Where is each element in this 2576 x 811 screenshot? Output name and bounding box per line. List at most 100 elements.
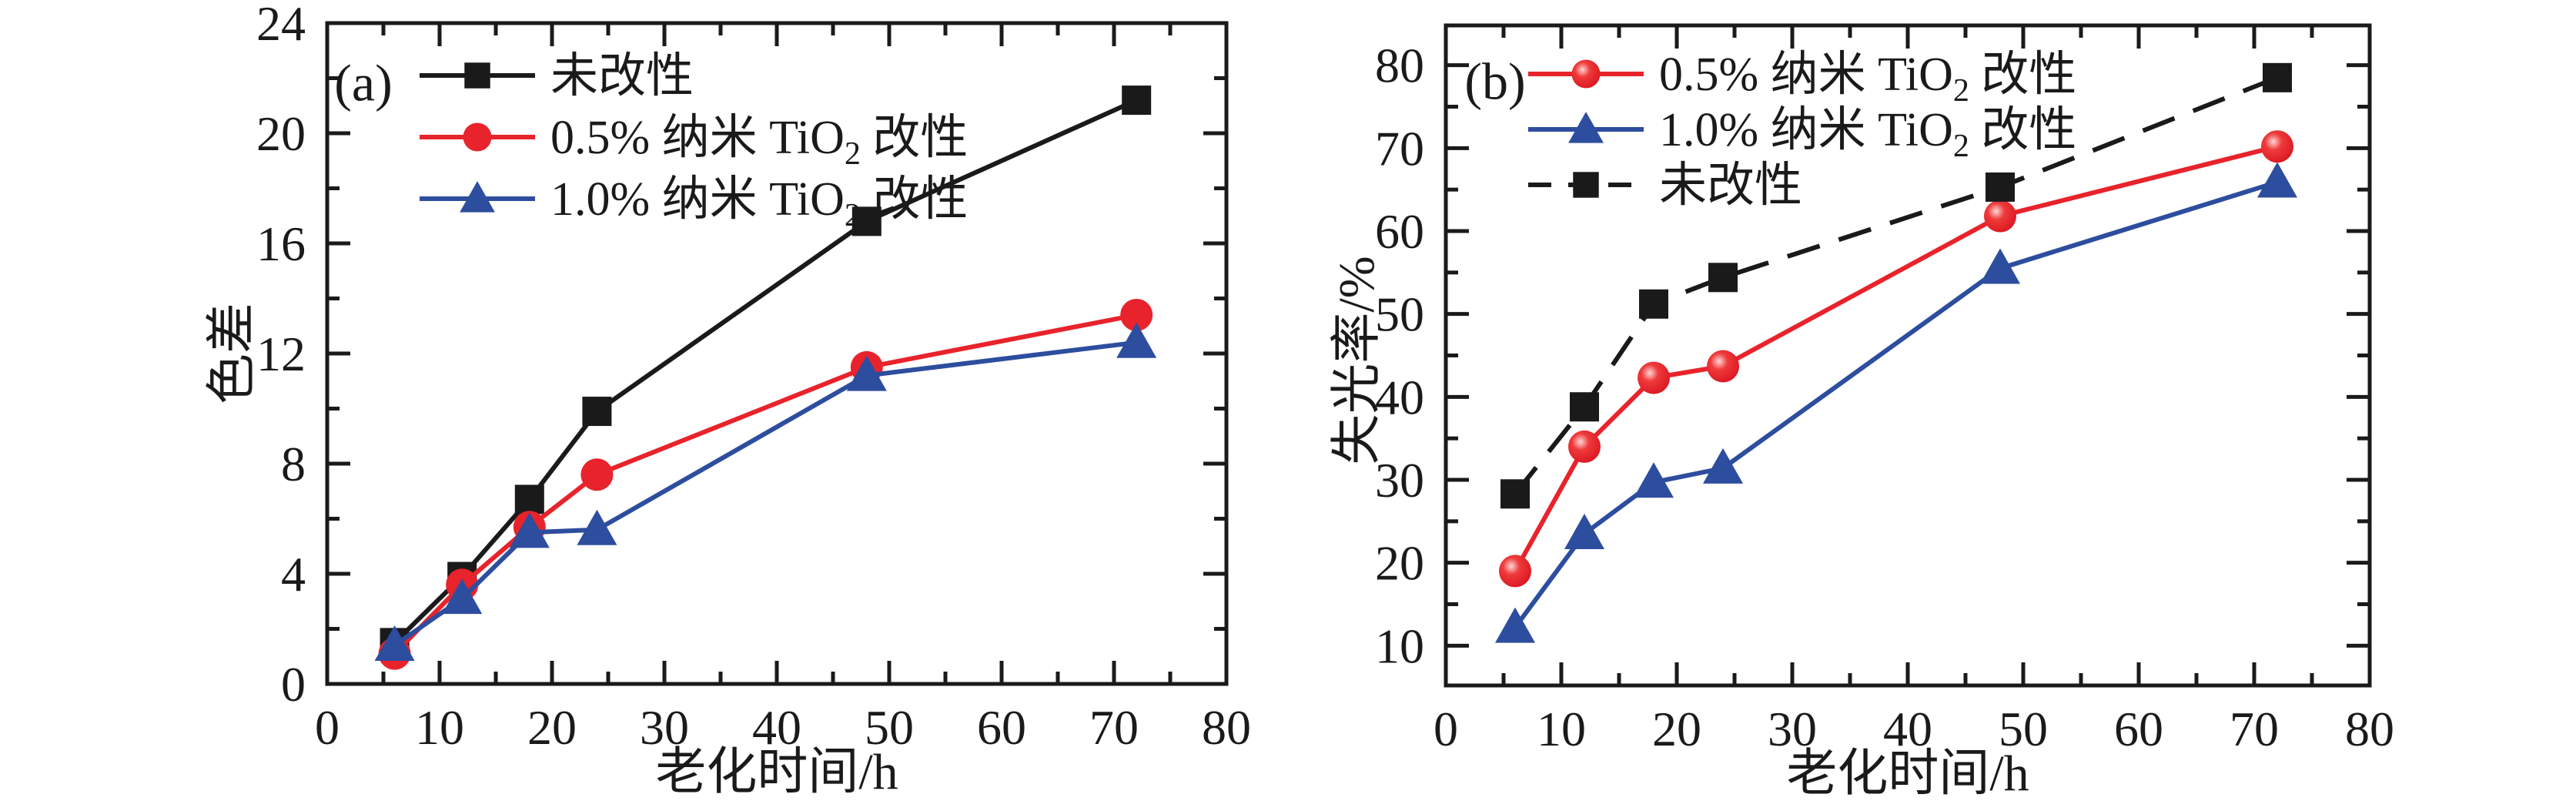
square-marker bbox=[1639, 289, 1668, 319]
triangle-marker bbox=[442, 578, 483, 615]
circle-marker bbox=[463, 122, 492, 152]
legend-label: 1.0% 纳米 TiO2 改性 bbox=[1659, 104, 2076, 164]
y-tick-label: 60 bbox=[1375, 204, 1424, 259]
triangle-marker bbox=[1634, 462, 1674, 498]
x-axis-title-b: 老化时间/h bbox=[1786, 746, 2029, 802]
legend-label: 1.0% 纳米 TiO2 改性 bbox=[550, 173, 968, 233]
circle-marker bbox=[1120, 298, 1153, 331]
triangle-marker bbox=[1116, 322, 1157, 358]
y-tick-label: 40 bbox=[1375, 370, 1424, 424]
square-marker bbox=[1122, 85, 1152, 116]
y-tick-label: 70 bbox=[1375, 121, 1424, 176]
series-line bbox=[393, 313, 1137, 655]
x-tick-label: 80 bbox=[1202, 700, 1251, 755]
triangle-marker bbox=[374, 625, 415, 661]
y-tick-label: 12 bbox=[256, 327, 306, 381]
y-tick-label: 4 bbox=[281, 547, 306, 602]
circle-marker bbox=[2261, 130, 2293, 163]
x-tick-label: 50 bbox=[1999, 702, 2048, 756]
x-tick-label: 80 bbox=[2345, 702, 2394, 756]
series-b-1 bbox=[1495, 162, 2297, 643]
circle-marker bbox=[1571, 59, 1601, 89]
circle-marker bbox=[1638, 361, 1670, 394]
legend-item-a-1: 0.5% 纳米 TiO2 改性 bbox=[420, 112, 968, 172]
legend-item-b-0: 0.5% 纳米 TiO2 改性 bbox=[1528, 49, 2076, 109]
series-line bbox=[393, 340, 1137, 648]
square-marker bbox=[2263, 62, 2292, 92]
x-tick-label: 50 bbox=[865, 700, 914, 755]
x-tick-label: 30 bbox=[1768, 702, 1817, 756]
chart-a: 0 10 20 30 40 50 60 70 80 0 4 8 12 16 20 24 未改性 0.5% 纳米 T… bbox=[256, 0, 1251, 755]
y-axis-title-a: 色差 bbox=[204, 303, 260, 404]
x-tick-label: 60 bbox=[2114, 702, 2163, 756]
triangle-marker bbox=[2257, 162, 2297, 198]
legend-item-a-2: 1.0% 纳米 TiO2 改性 bbox=[420, 173, 968, 233]
legend-label: 未改性 bbox=[550, 50, 694, 102]
panel-label-a: (a) bbox=[334, 53, 393, 112]
legend-item-a-0: 未改性 bbox=[420, 50, 694, 102]
triangle-marker bbox=[509, 512, 550, 548]
legend-label: 未改性 bbox=[1659, 159, 1802, 212]
square-marker bbox=[582, 397, 612, 427]
legend-label: 0.5% 纳米 TiO2 改性 bbox=[550, 112, 968, 172]
x-tick-label: 20 bbox=[1652, 702, 1701, 756]
y-tick-label: 30 bbox=[1375, 453, 1424, 508]
square-marker bbox=[1986, 172, 2015, 202]
series-b-0 bbox=[1499, 130, 2293, 588]
y-tick-label: 8 bbox=[281, 437, 306, 491]
y-tick-label: 10 bbox=[1375, 618, 1424, 673]
square-marker bbox=[464, 62, 490, 89]
square-marker bbox=[851, 206, 882, 236]
series-a-0 bbox=[380, 85, 1152, 658]
triangle-marker bbox=[1568, 112, 1604, 143]
x-tick-label: 20 bbox=[527, 700, 577, 755]
x-axis-title-a: 老化时间/h bbox=[655, 744, 898, 800]
y-tick-label: 20 bbox=[256, 106, 306, 161]
x-tick-label: 0 bbox=[1434, 702, 1458, 756]
x-tick-label: 0 bbox=[315, 700, 340, 755]
triangle-marker bbox=[577, 509, 617, 545]
series-line bbox=[1513, 75, 2279, 496]
circle-marker bbox=[580, 458, 614, 491]
x-tick-label: 10 bbox=[415, 700, 464, 755]
triangle-marker bbox=[1495, 607, 1535, 643]
series-line bbox=[1513, 179, 2278, 629]
triangle-marker bbox=[1564, 513, 1604, 549]
x-tick-label: 40 bbox=[752, 700, 801, 755]
circle-marker bbox=[1707, 350, 1739, 383]
y-axis-title-b: 失光率/% bbox=[1329, 256, 1385, 465]
square-marker bbox=[1570, 392, 1599, 422]
triangle-marker bbox=[846, 355, 887, 391]
x-tick-label: 60 bbox=[977, 700, 1026, 755]
x-tick-label: 40 bbox=[1883, 702, 1932, 756]
y-tick-label: 0 bbox=[281, 657, 306, 712]
circle-marker bbox=[1568, 430, 1601, 463]
triangle-marker bbox=[460, 181, 495, 213]
series-line bbox=[1513, 144, 2278, 572]
triangle-marker bbox=[1703, 447, 1743, 484]
panel-label-b: (b) bbox=[1464, 52, 1526, 111]
x-tick-label: 30 bbox=[640, 700, 689, 755]
square-marker bbox=[514, 484, 544, 514]
square-marker bbox=[1573, 172, 1599, 198]
series-b-2 bbox=[1500, 62, 2292, 509]
y-tick-label: 16 bbox=[256, 216, 306, 271]
legend-item-b-2: 未改性 bbox=[1528, 159, 1802, 212]
circle-marker bbox=[1499, 555, 1531, 588]
y-tick-label: 50 bbox=[1375, 287, 1424, 342]
x-tick-label: 10 bbox=[1537, 702, 1586, 756]
series-a-2 bbox=[374, 322, 1157, 661]
x-tick-label: 70 bbox=[2230, 702, 2279, 756]
square-marker bbox=[1708, 263, 1738, 293]
y-tick-label: 24 bbox=[256, 0, 306, 51]
y-tick-label: 80 bbox=[1375, 39, 1424, 93]
square-marker bbox=[1500, 479, 1530, 509]
circle-marker bbox=[1984, 199, 2016, 233]
triangle-marker bbox=[1980, 248, 2020, 284]
legend-label: 0.5% 纳米 TiO2 改性 bbox=[1659, 49, 2076, 109]
legend-item-b-1: 1.0% 纳米 TiO2 改性 bbox=[1528, 104, 2076, 164]
y-tick-label: 20 bbox=[1375, 536, 1424, 591]
